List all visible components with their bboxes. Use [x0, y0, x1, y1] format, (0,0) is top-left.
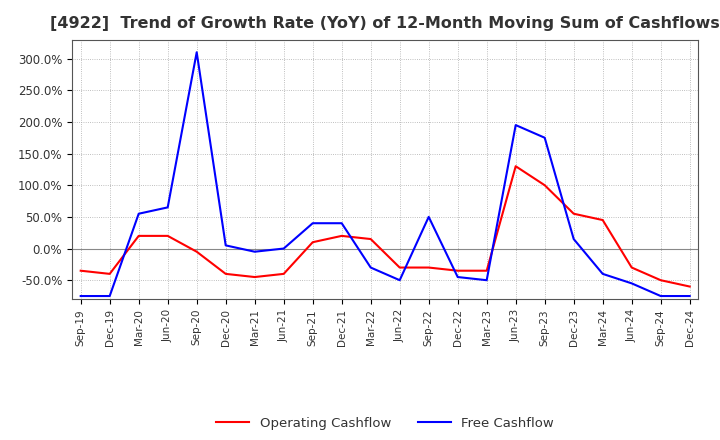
Operating Cashflow	[163, 233, 172, 238]
Free Cashflow	[541, 135, 549, 140]
Operating Cashflow	[338, 233, 346, 238]
Free Cashflow	[338, 220, 346, 226]
Operating Cashflow	[570, 211, 578, 216]
Free Cashflow	[395, 278, 404, 283]
Free Cashflow	[454, 275, 462, 280]
Free Cashflow	[105, 293, 114, 299]
Free Cashflow	[76, 293, 85, 299]
Line: Operating Cashflow: Operating Cashflow	[81, 166, 690, 286]
Operating Cashflow	[598, 217, 607, 223]
Operating Cashflow	[308, 239, 317, 245]
Free Cashflow	[308, 220, 317, 226]
Free Cashflow	[366, 265, 375, 270]
Operating Cashflow	[192, 249, 201, 254]
Free Cashflow	[598, 271, 607, 276]
Free Cashflow	[251, 249, 259, 254]
Operating Cashflow	[366, 236, 375, 242]
Free Cashflow	[221, 243, 230, 248]
Operating Cashflow	[454, 268, 462, 273]
Operating Cashflow	[105, 271, 114, 276]
Operating Cashflow	[511, 164, 520, 169]
Free Cashflow	[627, 281, 636, 286]
Free Cashflow	[279, 246, 288, 251]
Legend: Operating Cashflow, Free Cashflow: Operating Cashflow, Free Cashflow	[211, 412, 559, 436]
Operating Cashflow	[685, 284, 694, 289]
Operating Cashflow	[76, 268, 85, 273]
Free Cashflow	[192, 50, 201, 55]
Free Cashflow	[511, 122, 520, 128]
Free Cashflow	[424, 214, 433, 220]
Operating Cashflow	[657, 278, 665, 283]
Operating Cashflow	[221, 271, 230, 276]
Free Cashflow	[685, 293, 694, 299]
Operating Cashflow	[482, 268, 491, 273]
Free Cashflow	[163, 205, 172, 210]
Operating Cashflow	[424, 265, 433, 270]
Free Cashflow	[135, 211, 143, 216]
Operating Cashflow	[251, 275, 259, 280]
Free Cashflow	[657, 293, 665, 299]
Line: Free Cashflow: Free Cashflow	[81, 52, 690, 296]
Operating Cashflow	[395, 265, 404, 270]
Operating Cashflow	[135, 233, 143, 238]
Title: [4922]  Trend of Growth Rate (YoY) of 12-Month Moving Sum of Cashflows: [4922] Trend of Growth Rate (YoY) of 12-…	[50, 16, 720, 32]
Free Cashflow	[570, 236, 578, 242]
Operating Cashflow	[279, 271, 288, 276]
Operating Cashflow	[541, 183, 549, 188]
Free Cashflow	[482, 278, 491, 283]
Operating Cashflow	[627, 265, 636, 270]
